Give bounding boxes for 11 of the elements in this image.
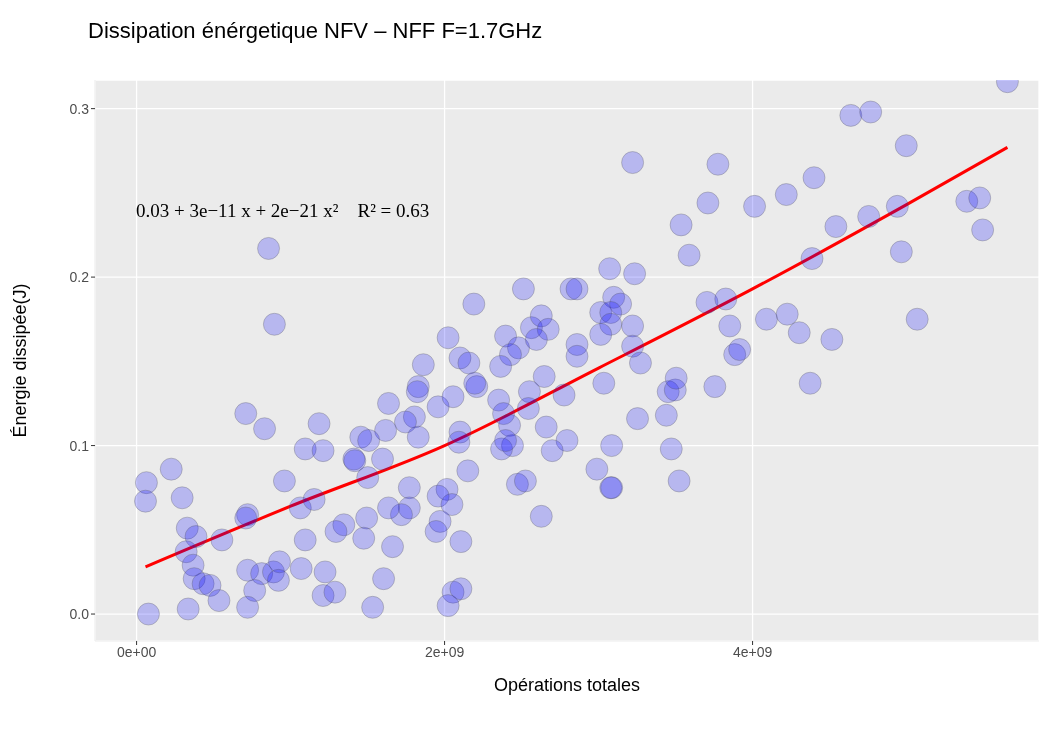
y-tick-label: 0.1	[69, 437, 90, 454]
x-tick-label: 0e+00	[116, 643, 157, 660]
y-tick-label: 0.0	[69, 606, 90, 623]
y-tick-label: 0.3	[69, 100, 90, 117]
x-axis-title: Opérations totales	[493, 675, 641, 695]
x-tick-label: 4e+09	[732, 643, 773, 660]
x-tick-label: 2e+09	[424, 643, 465, 660]
chart-title: Dissipation énérgetique NFV – NFF F=1.7GHz	[88, 18, 543, 44]
y-axis-title: Énergie dissipée(J)	[10, 283, 31, 438]
y-tick-label: 0.2	[69, 269, 90, 286]
annotation: 0.03 + 3e−11 x + 2e−21 x² R² = 0.63	[136, 200, 430, 222]
